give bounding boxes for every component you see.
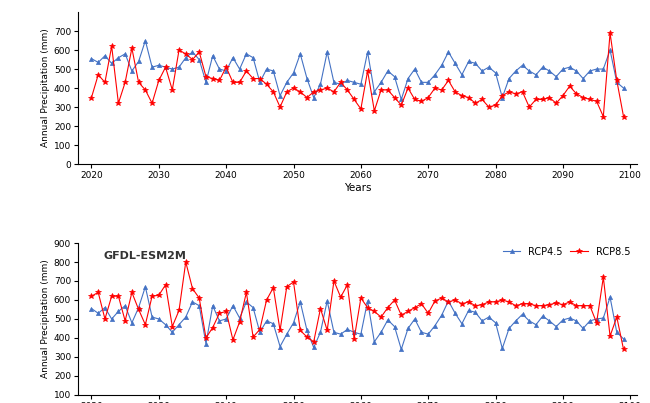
Line: RCP4.5: RCP4.5 — [90, 285, 625, 351]
Y-axis label: Annual Precipitation (mm): Annual Precipitation (mm) — [41, 260, 49, 378]
RCP8.5 — [417, 301, 425, 306]
RCP4.5 — [330, 330, 338, 334]
Text: GFDL-ESM2M: GFDL-ESM2M — [103, 251, 186, 261]
RCP8.5 — [182, 260, 190, 264]
RCP4.5 — [417, 330, 425, 334]
RCP8.5 — [566, 299, 573, 304]
RCP8.5 — [330, 278, 338, 283]
RCP8.5 — [438, 296, 446, 301]
X-axis label: Years: Years — [344, 183, 371, 193]
RCP8.5 — [619, 347, 627, 352]
RCP4.5 — [445, 299, 452, 303]
RCP4.5 — [619, 337, 627, 341]
Legend: RCP4.5, RCP8.5: RCP4.5, RCP8.5 — [501, 245, 632, 259]
RCP8.5 — [88, 294, 96, 299]
RCP8.5 — [411, 305, 419, 310]
RCP4.5 — [397, 347, 405, 352]
Y-axis label: Annual Precipitation (mm): Annual Precipitation (mm) — [41, 29, 49, 147]
Line: RCP8.5: RCP8.5 — [88, 259, 627, 352]
RCP4.5 — [573, 318, 580, 323]
RCP4.5 — [142, 284, 150, 289]
RCP4.5 — [465, 308, 473, 313]
RCP4.5 — [424, 332, 432, 337]
RCP8.5 — [458, 301, 466, 306]
RCP4.5 — [88, 306, 96, 311]
